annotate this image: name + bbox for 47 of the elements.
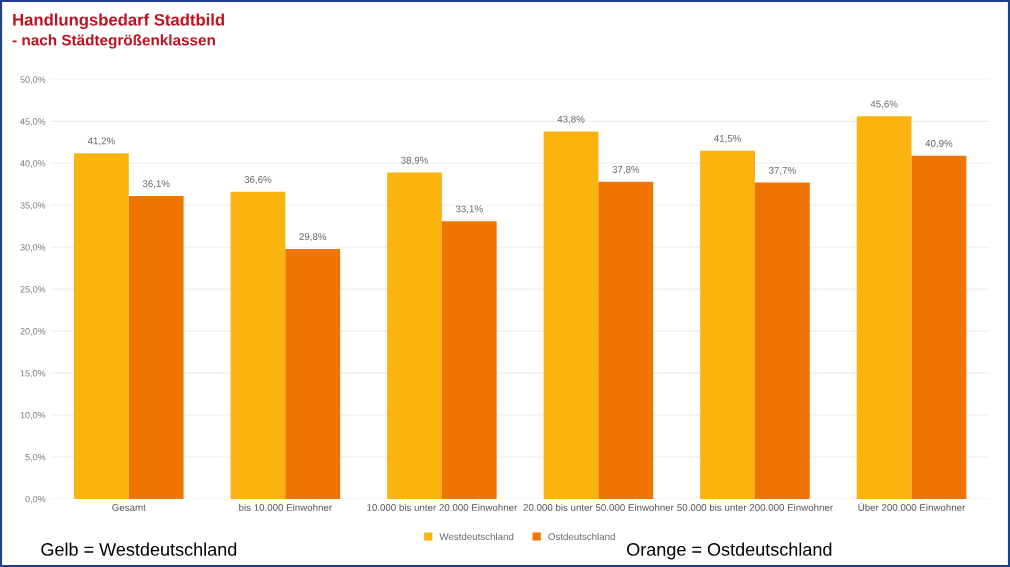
x-tick-label: 50.000 bis unter 200.000 Einwohner — [677, 503, 833, 511]
bar — [754, 182, 810, 499]
bar — [911, 155, 967, 499]
legend-label: Ostdeutschland — [548, 532, 615, 541]
y-tick-label: 25,0% — [20, 286, 46, 294]
chart-title: Handlungsbedarf Stadtbild — [13, 13, 224, 30]
bar — [598, 181, 654, 499]
text: Gelb = Westdeutschland — [41, 542, 237, 556]
x-tick-label: 10.000 bis unter 20.000 Einwohner — [367, 503, 518, 511]
y-tick-label: 40,0% — [20, 160, 46, 168]
y-tick-label: 20,0% — [20, 328, 46, 336]
bar — [387, 172, 442, 499]
y-tick-label: 10,0% — [20, 412, 46, 420]
y-tick-label: 5,0% — [25, 453, 46, 462]
data-label: 40,9% — [925, 139, 953, 149]
chart-subtitle: - nach Städtegrößenklassen — [12, 34, 215, 49]
y-tick-label: 50,0% — [20, 76, 46, 84]
data-label: 38,9% — [401, 156, 428, 165]
y-tick-label: 0,0% — [25, 495, 46, 504]
y-tick-label: 15,0% — [20, 370, 46, 378]
legend-label: Westdeutschland — [439, 532, 514, 541]
data-label: 41,2% — [87, 137, 115, 146]
y-tick-label: 45,0% — [20, 118, 46, 126]
x-tick-label: Gesamt — [112, 504, 146, 511]
data-label: 33,1% — [455, 205, 483, 214]
data-label: 45,6% — [870, 100, 898, 109]
y-tick-label: 30,0% — [20, 244, 46, 252]
bar — [441, 221, 497, 499]
data-label: 43,8% — [557, 115, 585, 124]
y-tick-label: 35,0% — [20, 202, 46, 210]
x-tick-label: bis 10.000 Einwohner — [239, 503, 332, 511]
data-label: 41,5% — [714, 135, 742, 143]
bar — [856, 116, 912, 499]
data-label: 37,8% — [612, 166, 640, 175]
bar — [543, 131, 599, 499]
bar — [128, 196, 184, 499]
x-tick-label: 20.000 bis unter 50.000 Einwohner — [523, 503, 674, 511]
bar — [230, 191, 286, 499]
data-label: 37,7% — [768, 166, 796, 175]
data-label: 36,6% — [244, 176, 272, 185]
data-label: 36,1% — [142, 180, 170, 189]
x-tick-label: Über 200.000 Einwohner — [858, 502, 966, 511]
text: Orange = Ostdeutschland — [627, 542, 832, 560]
bar — [285, 248, 341, 499]
bar — [700, 150, 755, 499]
data-label: 29,8% — [299, 233, 327, 242]
bar — [73, 153, 129, 499]
